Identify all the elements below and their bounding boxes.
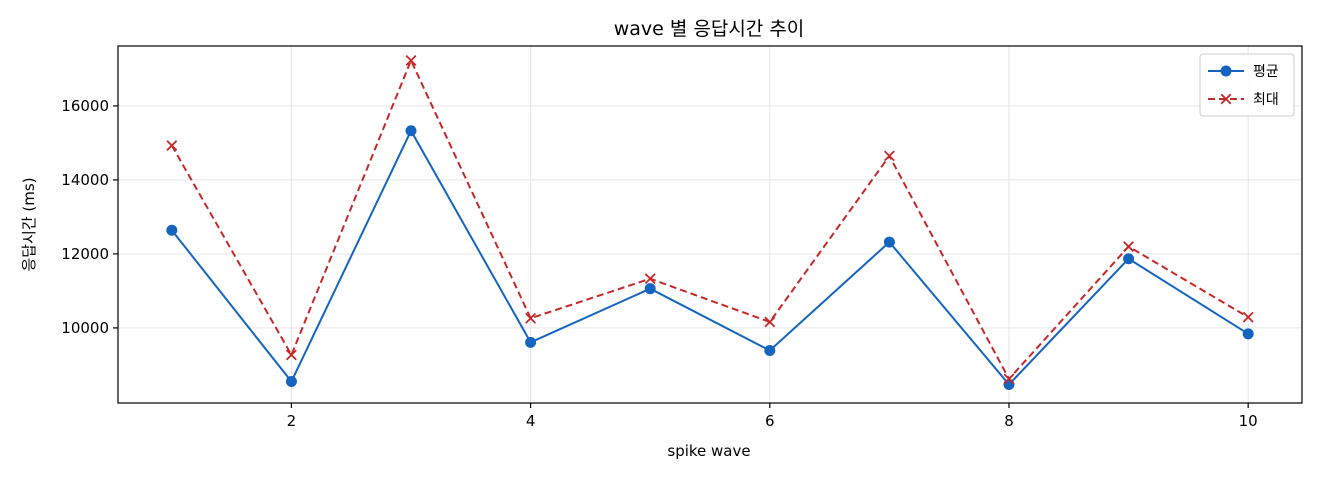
- data-point: [883, 236, 895, 248]
- legend-marker: [1220, 93, 1232, 105]
- series-line: [170, 59, 1249, 380]
- x-tick-label: 6: [765, 412, 775, 430]
- series-1: [166, 125, 1254, 391]
- data-point: [764, 344, 776, 356]
- plot-area: [117, 45, 1303, 404]
- x-axis-label: spike wave: [667, 442, 750, 460]
- y-axis-label: 응답시간 (ms): [20, 177, 38, 271]
- data-point: [1242, 311, 1254, 323]
- grid: [118, 46, 1302, 403]
- legend-marker: [1220, 65, 1232, 77]
- legend-item: 최대: [1208, 92, 1279, 108]
- legend-label: 평균: [1253, 64, 1279, 80]
- x-tick-label: 4: [526, 412, 536, 430]
- data-point: [285, 349, 297, 361]
- data-point: [1003, 379, 1015, 391]
- x-tick-label: 8: [1004, 412, 1014, 430]
- y-tick-label: 16000: [61, 97, 109, 115]
- y-tick-label: 12000: [61, 245, 109, 263]
- y-tick-label: 10000: [61, 319, 109, 337]
- data-point: [1242, 328, 1254, 340]
- data-point: [644, 283, 656, 295]
- y-tick-label: 14000: [61, 171, 109, 189]
- series-2: [166, 54, 1254, 385]
- x-tick-label: 2: [287, 412, 297, 430]
- data-point: [166, 140, 178, 151]
- data-point: [285, 376, 297, 388]
- data-point: [1123, 253, 1135, 265]
- data-point: [405, 54, 417, 66]
- data-point: [1123, 241, 1135, 252]
- data-point: [1003, 373, 1015, 385]
- data-point: [525, 336, 537, 348]
- legend-box: [1199, 53, 1295, 117]
- data-point: [525, 312, 537, 324]
- x-tick-label: 10: [1239, 412, 1258, 430]
- data-point: [166, 224, 178, 236]
- legend-item: 평균: [1208, 64, 1279, 80]
- data-point: [883, 150, 895, 162]
- series-line: [171, 129, 1249, 386]
- series-layer: [166, 54, 1254, 391]
- axis-ticks: 2 4 6 8 10 10000 12000 14000 16000: [61, 97, 1257, 430]
- data-point: [644, 273, 656, 285]
- data-point: [764, 316, 776, 328]
- legend-label: 최대: [1253, 92, 1279, 108]
- chart-title: wave 별 응답시간 추이: [614, 18, 805, 40]
- data-point: [405, 125, 417, 137]
